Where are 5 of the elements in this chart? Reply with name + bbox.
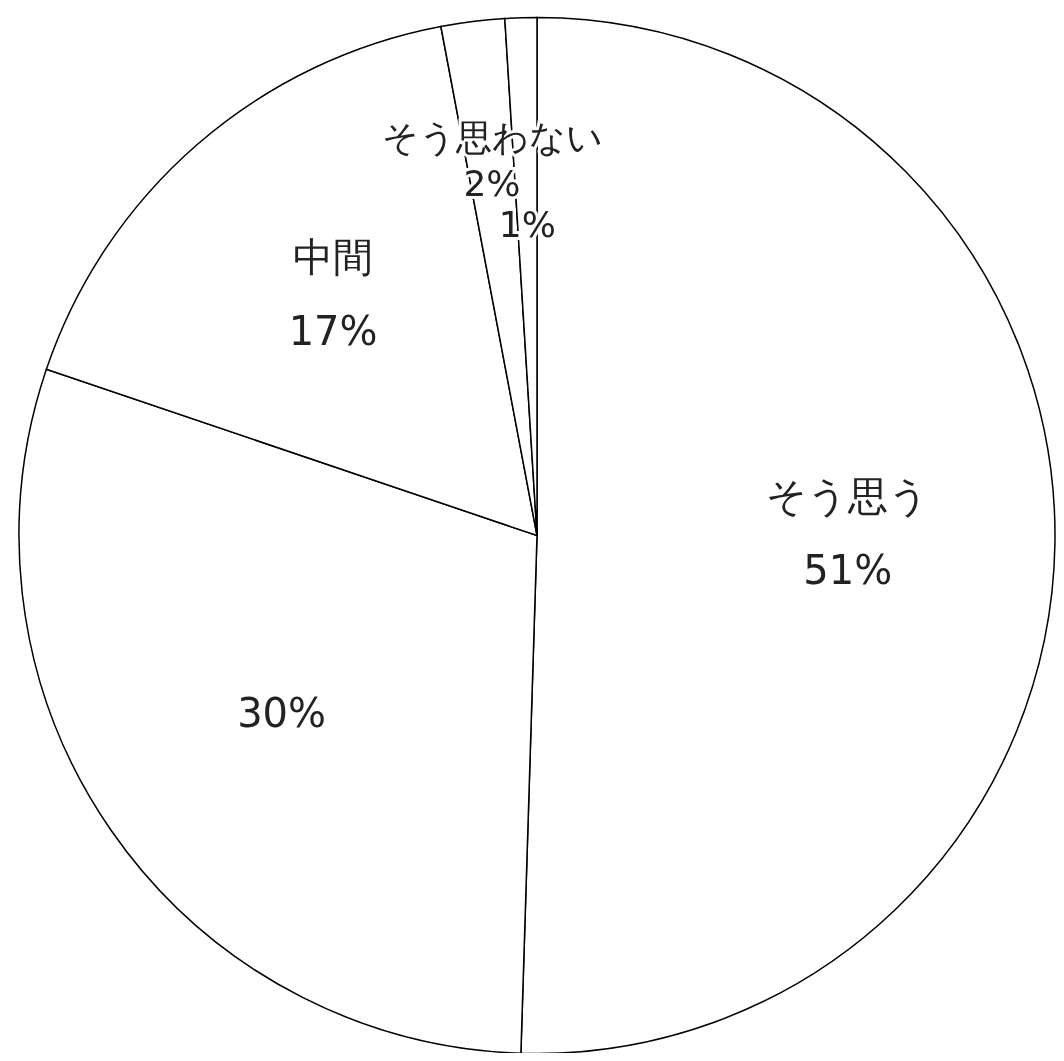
data-label: 30% bbox=[237, 689, 327, 736]
slice-label: そう思う bbox=[766, 473, 930, 520]
data-label: 17% bbox=[288, 307, 378, 354]
data-label: 51% bbox=[803, 547, 893, 594]
slice-label: 中間 bbox=[293, 233, 374, 280]
